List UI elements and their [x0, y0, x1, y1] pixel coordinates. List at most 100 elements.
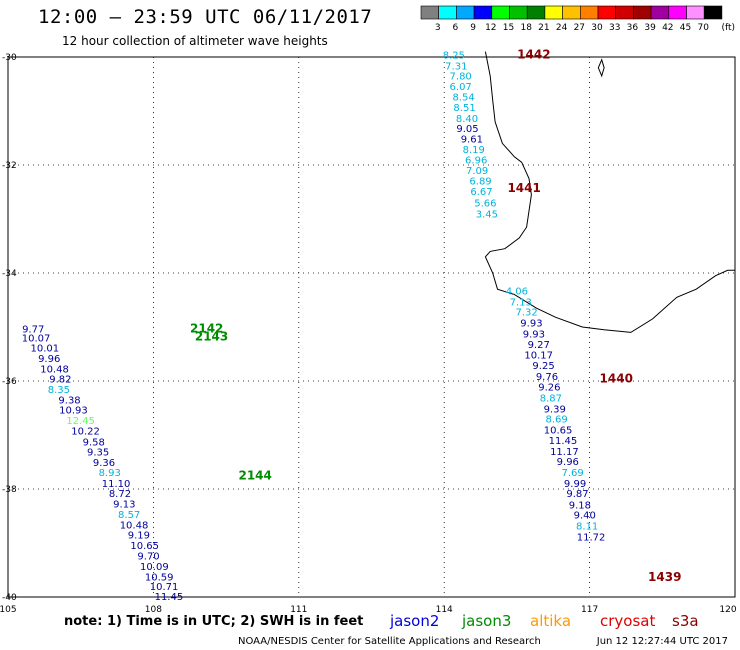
wave-height-value: 11.17: [550, 447, 579, 458]
lat-tick-label: -32: [2, 161, 17, 171]
wave-height-value: 3.45: [476, 209, 498, 220]
wave-height-value: 7.69: [562, 468, 584, 479]
wave-height-value: 6.67: [470, 187, 492, 198]
wave-height-value: 10.01: [31, 343, 60, 354]
legend-label: 39: [644, 23, 656, 33]
lon-tick-label: 117: [581, 605, 598, 615]
legend-label: 33: [609, 23, 620, 33]
legend-label: 6: [453, 23, 459, 33]
wave-height-value: 5.66: [474, 199, 496, 210]
satellite-legend-jason3: jason3: [461, 612, 511, 630]
satellite-legend-jason2: jason2: [389, 612, 439, 630]
satellite-legend-s3a: s3a: [672, 612, 699, 630]
coastline-path: [484, 51, 735, 333]
wave-height-value: 9.93: [523, 329, 545, 340]
map-frame: [7, 56, 736, 598]
wave-height-value: 7.80: [450, 72, 472, 83]
lat-lon-grid: [7, 56, 736, 598]
wave-height-value: 10.65: [544, 425, 573, 436]
wave-height-value: 8.19: [463, 145, 485, 156]
legend-swatch: [491, 5, 510, 20]
wave-height-value: 10.65: [130, 541, 159, 552]
legend-swatch: [456, 5, 475, 20]
wave-height-value: 7.13: [510, 297, 532, 308]
legend-label: 15: [503, 23, 514, 33]
legend-unit: (ft): [721, 23, 735, 33]
wave-height-value: 9.38: [58, 396, 80, 407]
legend-swatch: [544, 5, 563, 20]
lat-tick-label: -36: [2, 377, 17, 387]
legend-label: 42: [662, 23, 673, 33]
color-scale-legend: 3 6 9 12 15 18 21 24 27 30 33 36 39 42 45 70 (ft): [420, 5, 735, 33]
wave-height-value: 10.17: [524, 350, 553, 361]
wave-height-value: 9.82: [49, 375, 71, 386]
pass-id-label: 1441: [507, 181, 540, 195]
lat-tick-label: -40: [2, 593, 17, 603]
wave-height-value: 12.45: [66, 416, 95, 427]
lon-tick-label: 120: [719, 605, 736, 615]
generated-timestamp: Jun 12 12:27:44 UTC 2017: [596, 636, 728, 647]
wave-height-value: 9.96: [38, 354, 60, 365]
legend-swatch: [650, 5, 670, 20]
wave-height-value: 8.57: [118, 510, 140, 521]
lon-tick-label: 105: [0, 605, 17, 615]
legend-label: 21: [538, 23, 549, 33]
footer-note: note: 1) Time is in UTC; 2) SWH is in fe…: [64, 614, 363, 629]
wave-height-value: 10.07: [22, 334, 51, 345]
legend-swatch: [509, 5, 528, 20]
legend-label: 9: [470, 23, 476, 33]
wave-height-value: 9.77: [22, 324, 44, 335]
wave-height-value: 7.09: [466, 166, 488, 177]
legend-swatch: [668, 5, 687, 20]
wave-height-value: 9.19: [128, 531, 150, 542]
wave-height-value: 6.89: [469, 176, 491, 187]
wave-height-value: 11.45: [549, 436, 578, 447]
wave-height-value: 9.93: [520, 318, 542, 329]
wave-height-value: 9.26: [538, 383, 560, 394]
lat-tick-label: -38: [2, 485, 17, 495]
legend-swatch: [633, 5, 652, 20]
wave-height-value: 11.45: [155, 592, 184, 603]
wave-height-value: 10.48: [120, 520, 149, 531]
wave-height-value: 8.72: [109, 489, 131, 500]
legend-swatch: [579, 5, 599, 20]
wave-height-value: 10.71: [150, 582, 179, 593]
legend-label: 36: [627, 23, 639, 33]
legend-swatch: [597, 5, 617, 20]
wave-height-values: 9.7710.0710.019.9610.489.828.359.3810.93…: [22, 51, 606, 604]
satellite-legend-altika: altika: [530, 612, 571, 630]
wave-height-value: 9.61: [461, 134, 483, 145]
wave-height-value: 9.05: [456, 124, 478, 135]
legend-label: 3: [435, 23, 441, 33]
wave-height-value: 8.93: [99, 468, 121, 479]
wave-height-value: 6.96: [465, 155, 487, 166]
legend-swatch: [438, 5, 457, 20]
wave-height-value: 6.07: [450, 82, 472, 93]
lon-tick-label: 111: [290, 605, 307, 615]
axis-tick-labels: -30 -32 -34 -36 -38 -40 105 108 111 114 117 120: [0, 53, 737, 615]
wave-height-value: 7.31: [445, 61, 467, 72]
lon-tick-label: 114: [436, 605, 453, 615]
pass-id-label: 1440: [600, 372, 633, 386]
legend-label: 30: [591, 23, 603, 33]
legend-label: 70: [697, 23, 709, 33]
wave-height-value: 10.22: [71, 426, 100, 437]
wave-height-value: 8.25: [443, 51, 465, 62]
legend-label: 27: [574, 23, 585, 33]
wave-height-value: 4.06: [506, 287, 528, 298]
wave-height-value: 8.11: [576, 522, 598, 533]
credit-line: NOAA/NESDIS Center for Satellite Applica…: [238, 636, 541, 647]
island-outline: [597, 58, 605, 78]
wave-height-value: 9.96: [557, 457, 579, 468]
legend-label: 18: [520, 23, 532, 33]
legend-label: 45: [680, 23, 691, 33]
legend-label: 12: [485, 23, 496, 33]
map-subtitle: 12 hour collection of altimeter wave hei…: [62, 34, 328, 48]
pass-id-label: 1442: [517, 48, 550, 62]
wave-height-value: 8.69: [546, 415, 568, 426]
wave-height-value: 8.35: [48, 385, 70, 396]
wave-height-value: 9.99: [564, 479, 586, 490]
pass-id-label: 2142: [190, 321, 223, 335]
wave-height-value: 9.76: [536, 372, 558, 383]
